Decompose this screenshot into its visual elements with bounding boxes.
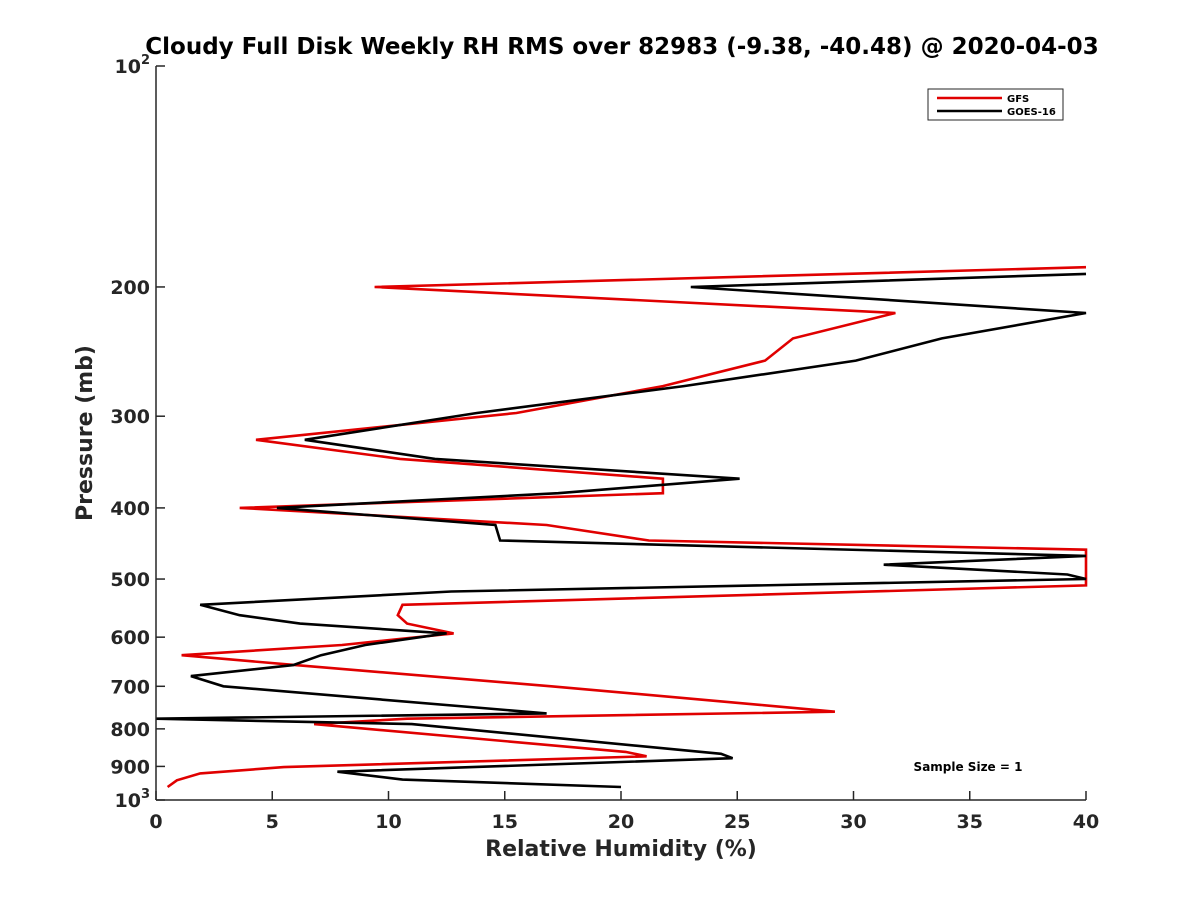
y-tick-label: 200 — [110, 277, 150, 299]
legend-label-gfs: GFS — [1007, 94, 1029, 105]
x-axis-label: Relative Humidity (%) — [485, 837, 757, 862]
y-tick-label: 600 — [110, 627, 150, 649]
x-tick-label: 15 — [492, 811, 518, 833]
legend-label-goes-16: GOES-16 — [1007, 107, 1056, 118]
x-tick-label: 35 — [957, 811, 983, 833]
y-ticks: 102 200 300 400 500 600 700 800 900 103 — [110, 53, 165, 812]
x-tick-label: 40 — [1073, 811, 1099, 833]
y-tick-label: 400 — [110, 498, 150, 520]
x-tick-label: 10 — [375, 811, 401, 833]
y-tick-label: 102 — [115, 53, 151, 78]
x-tick-label: 25 — [724, 811, 750, 833]
y-tick-label: 300 — [110, 406, 150, 428]
series-line-gfs — [166, 265, 1088, 789]
legend-box — [927, 88, 1064, 121]
plot-area — [155, 265, 1088, 789]
y-tick-label: 700 — [110, 676, 150, 698]
x-tick-label: 0 — [149, 811, 162, 833]
y-tick-label: 900 — [110, 756, 150, 778]
y-axis-label: Pressure (mb) — [73, 345, 98, 521]
x-tick-label: 30 — [840, 811, 866, 833]
series-line-goes-16 — [155, 272, 1087, 789]
chart-title: Cloudy Full Disk Weekly RH RMS over 8298… — [145, 34, 1098, 60]
y-tick-label: 800 — [110, 719, 150, 741]
x-tick-label: 5 — [266, 811, 279, 833]
x-tick-label: 20 — [608, 811, 634, 833]
x-ticks: 0 5 10 15 20 25 30 35 40 — [149, 791, 1099, 833]
axes — [155, 66, 1086, 801]
legend: GFS GOES-16 — [927, 88, 1064, 121]
y-tick-label: 103 — [115, 787, 151, 812]
sample-size-annotation: Sample Size = 1 — [914, 760, 1023, 774]
y-tick-label: 500 — [110, 569, 150, 591]
